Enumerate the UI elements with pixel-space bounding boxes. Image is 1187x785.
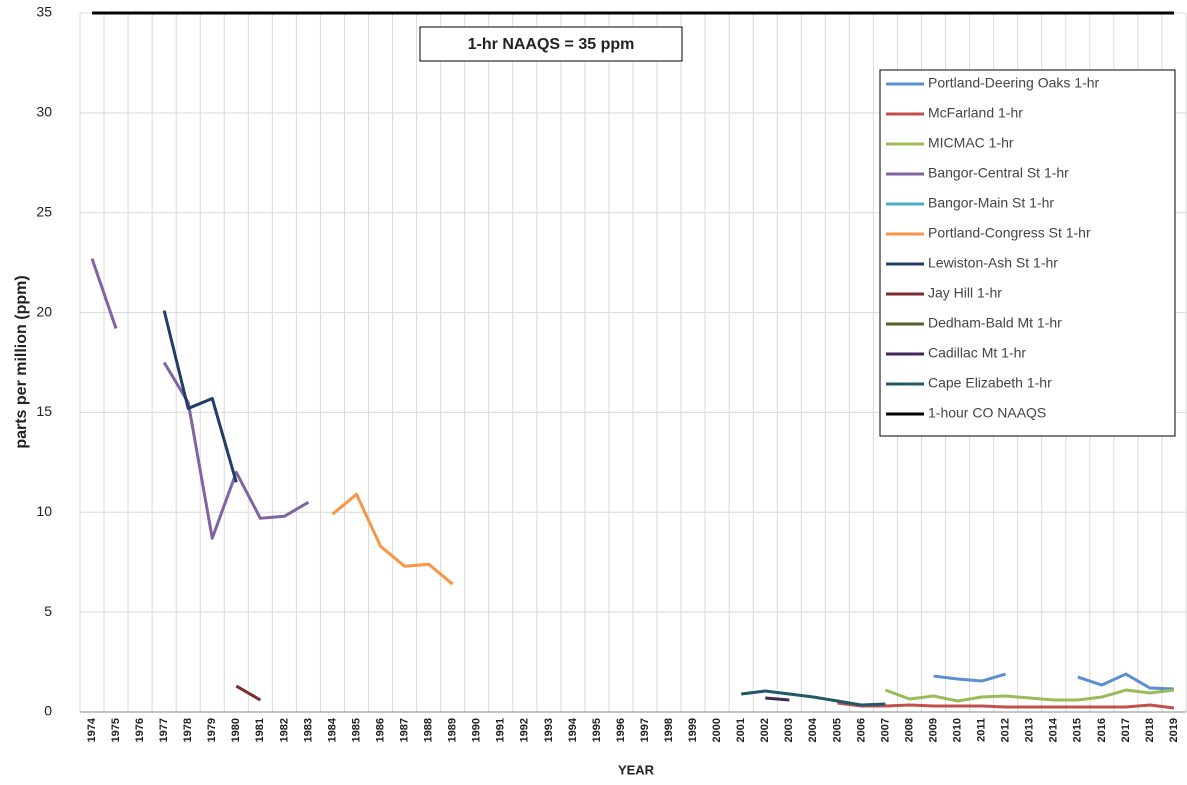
x-tick-label: 1993 — [543, 718, 555, 742]
series-line — [331, 492, 454, 586]
y-tick-label: 0 — [44, 703, 52, 719]
y-tick-label: 25 — [36, 203, 52, 219]
legend-label: Jay Hill 1-hr — [928, 285, 1002, 301]
x-tick-label: 2006 — [855, 718, 867, 742]
x-tick-label: 1988 — [423, 718, 435, 742]
x-tick-label: 1992 — [519, 718, 531, 742]
x-tick-label: 1979 — [206, 718, 218, 742]
x-tick-label: 1980 — [230, 718, 242, 742]
series-line — [741, 689, 886, 707]
x-tick-label: 1997 — [639, 718, 651, 742]
x-tick-label: 2001 — [735, 718, 747, 742]
legend-label: Portland-Deering Oaks 1-hr — [928, 75, 1100, 91]
x-tick-label: 2012 — [1000, 718, 1012, 742]
legend-label: 1-hour CO NAAQS — [928, 405, 1046, 421]
legend-label: McFarland 1-hr — [928, 105, 1023, 121]
x-axis-label: YEAR — [618, 762, 655, 777]
x-tick-label: 2008 — [903, 718, 915, 742]
x-tick-label: 2014 — [1048, 717, 1060, 742]
x-tick-label: 1989 — [447, 718, 459, 742]
x-tick-label: 2000 — [711, 718, 723, 742]
x-tick-label: 1984 — [326, 717, 338, 742]
x-tick-label: 1986 — [374, 718, 386, 742]
x-tick-label: 1998 — [663, 718, 675, 742]
legend-label: MICMAC 1-hr — [928, 135, 1014, 151]
series-line — [837, 701, 1175, 710]
y-tick-label: 35 — [36, 4, 52, 20]
legend-label: Portland-Congress St 1-hr — [928, 225, 1091, 241]
x-tick-label: 2015 — [1072, 718, 1084, 742]
series-line — [933, 672, 1175, 691]
x-tick-label: 1987 — [398, 718, 410, 742]
legend-label: Bangor-Central St 1-hr — [928, 165, 1069, 181]
x-tick-label: 1978 — [182, 718, 194, 742]
legend-label: Cape Elizabeth 1-hr — [928, 375, 1052, 391]
x-tick-label: 2011 — [976, 718, 988, 742]
x-tick-label: 2013 — [1024, 718, 1036, 742]
legend-label: Bangor-Main St 1-hr — [928, 195, 1054, 211]
series-line — [884, 688, 1175, 703]
y-tick-label: 5 — [44, 603, 52, 619]
x-tick-label: 2016 — [1096, 718, 1108, 742]
x-tick-label: 2002 — [759, 718, 771, 742]
legend-label: Lewiston-Ash St 1-hr — [928, 255, 1058, 271]
legend-label: Cadillac Mt 1-hr — [928, 345, 1026, 361]
x-tick-label: 1976 — [134, 718, 146, 742]
x-tick-label: 1975 — [110, 718, 122, 742]
legend-box — [879, 69, 1176, 437]
x-tick-label: 2005 — [831, 718, 843, 742]
x-tick-label: 1994 — [567, 717, 579, 742]
x-tick-label: 1974 — [86, 717, 98, 742]
x-tick-label: 1996 — [615, 718, 627, 742]
x-tick-label: 1991 — [495, 718, 507, 742]
annotation-box — [419, 26, 683, 62]
series-line — [162, 310, 238, 483]
y-tick-label: 10 — [36, 503, 52, 519]
x-tick-label: 1999 — [687, 718, 699, 742]
x-tick-label: 1981 — [254, 718, 266, 742]
x-tick-label: 2003 — [783, 718, 795, 742]
x-tick-label: 1985 — [350, 718, 362, 742]
x-tick-label: 1990 — [471, 718, 483, 742]
x-tick-label: 1977 — [158, 718, 170, 742]
x-tick-label: 2007 — [879, 718, 891, 742]
x-tick-label: 2009 — [927, 718, 939, 742]
series-line — [235, 684, 262, 702]
x-tick-label: 2019 — [1168, 718, 1180, 742]
y-tick-label: 15 — [36, 403, 52, 419]
y-axis-label: parts per million (ppm) — [13, 275, 30, 448]
legend-label: Dedham-Bald Mt 1-hr — [928, 315, 1062, 331]
x-tick-label: 2004 — [807, 717, 819, 742]
x-tick-label: 1982 — [278, 718, 290, 742]
x-tick-label: 2017 — [1120, 718, 1132, 742]
x-tick-label: 1983 — [302, 718, 314, 742]
y-tick-label: 20 — [36, 303, 52, 319]
y-tick-label: 30 — [36, 104, 52, 120]
x-tick-label: 2018 — [1144, 718, 1156, 742]
annotation: 1-hr NAAQS = 35 ppm — [468, 36, 635, 53]
series-line — [765, 696, 790, 702]
x-tick-label: 2010 — [951, 718, 963, 742]
x-tick-label: 1995 — [591, 718, 603, 742]
